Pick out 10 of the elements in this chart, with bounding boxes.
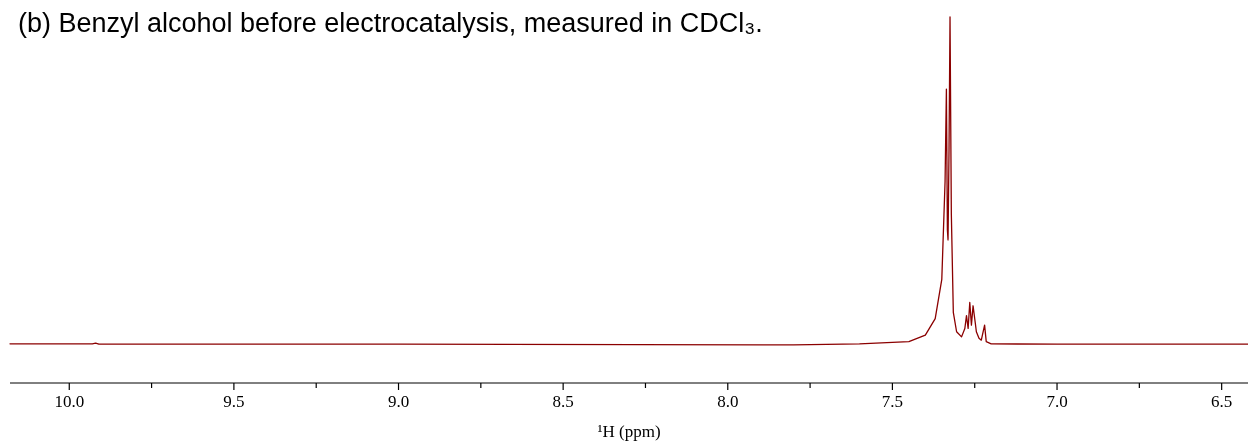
- x-tick-label: 7.0: [1046, 392, 1068, 411]
- x-tick-label: 9.0: [387, 392, 410, 411]
- x-tick-label: 6.5: [1211, 392, 1233, 411]
- x-tick-label: 7.5: [881, 392, 904, 411]
- chart-title: (b) Benzyl alcohol before electrocatalysis, measured in CDCl₃.: [18, 8, 763, 38]
- x-axis-title: ¹H (ppm): [597, 422, 661, 441]
- x-tick-label: 9.5: [223, 392, 245, 411]
- x-tick-label: 8.0: [717, 392, 739, 411]
- x-tick-label: 10.0: [54, 392, 85, 411]
- x-tick-label: 8.5: [552, 392, 574, 411]
